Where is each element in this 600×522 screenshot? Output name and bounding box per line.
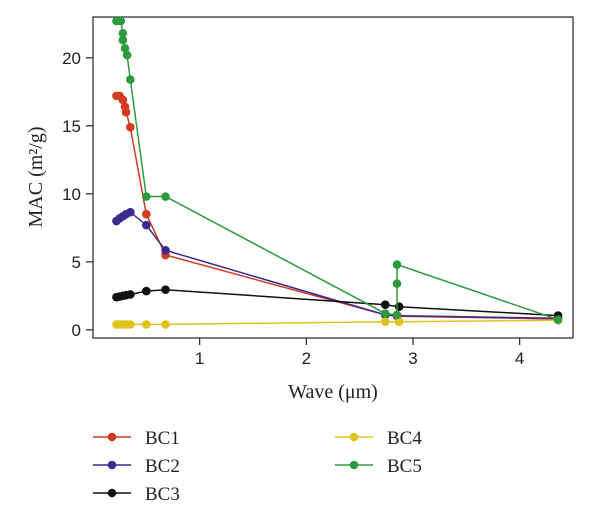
data-point-bc5 bbox=[116, 16, 126, 26]
data-point-bc4 bbox=[380, 317, 390, 326]
legend-label: BC1 bbox=[145, 428, 180, 449]
data-point-bc2 bbox=[126, 207, 135, 217]
y-tick-label: 20 bbox=[62, 49, 81, 68]
series-layer bbox=[112, 16, 563, 329]
legend-item-bc4: BC4 bbox=[335, 428, 422, 449]
legend-label: BC3 bbox=[145, 484, 180, 505]
legend: BC1 BC2 BC3 BC4 BC5 bbox=[93, 428, 422, 505]
x-tick-label: 1 bbox=[195, 349, 204, 368]
x-axis: 1 2 3 4 bbox=[195, 338, 524, 368]
legend-marker bbox=[349, 460, 359, 470]
series-line-bc5 bbox=[116, 20, 559, 321]
data-point-bc5 bbox=[380, 309, 390, 318]
x-tick-label: 2 bbox=[302, 349, 311, 368]
x-tick-label: 4 bbox=[515, 349, 524, 368]
legend-marker bbox=[107, 488, 117, 498]
data-point-bc4 bbox=[161, 320, 170, 329]
legend-marker bbox=[107, 432, 117, 442]
data-point-bc3 bbox=[380, 300, 390, 309]
data-point-bc4 bbox=[126, 320, 135, 329]
series-bc5 bbox=[112, 16, 563, 324]
y-axis: 0 5 10 15 20 bbox=[62, 49, 93, 340]
data-point-bc5 bbox=[161, 192, 170, 201]
series-bc2 bbox=[112, 207, 563, 323]
series-line-bc1 bbox=[116, 95, 559, 320]
y-axis-label: MAC (m²/g) bbox=[25, 127, 47, 228]
y-tick-label: 15 bbox=[62, 117, 81, 136]
data-point-bc5 bbox=[122, 50, 132, 60]
legend-label: BC2 bbox=[145, 456, 180, 477]
data-point-bc1 bbox=[121, 107, 131, 117]
legend-item-bc2: BC2 bbox=[93, 456, 180, 477]
data-point-bc1 bbox=[118, 95, 128, 105]
legend-marker bbox=[107, 460, 117, 470]
legend-item-bc3: BC3 bbox=[93, 484, 180, 505]
data-point-bc5 bbox=[120, 43, 130, 53]
data-point-bc3 bbox=[394, 302, 404, 312]
plot-frame bbox=[92, 16, 574, 339]
data-point-bc1 bbox=[126, 122, 135, 132]
data-point-bc3 bbox=[161, 285, 170, 295]
data-point-bc2 bbox=[142, 220, 151, 230]
legend-item-bc1: BC1 bbox=[93, 428, 180, 449]
data-point-bc3 bbox=[142, 286, 151, 296]
y-tick-label: 10 bbox=[62, 185, 81, 204]
x-tick-label: 3 bbox=[408, 349, 417, 368]
data-point-bc5 bbox=[392, 310, 402, 320]
series-line-bc3 bbox=[116, 288, 559, 317]
data-point-bc4 bbox=[394, 317, 404, 326]
x-axis-label: Wave (μm) bbox=[288, 381, 378, 403]
legend-item-bc5: BC5 bbox=[335, 456, 422, 477]
data-point-bc5 bbox=[118, 35, 128, 45]
data-point-bc5 bbox=[118, 29, 128, 38]
data-point-bc5 bbox=[126, 75, 135, 84]
legend-label: BC5 bbox=[387, 456, 422, 477]
data-point-bc5 bbox=[553, 315, 563, 324]
series-line-bc4 bbox=[116, 319, 559, 326]
y-tick-label: 0 bbox=[72, 321, 81, 340]
data-point-bc2 bbox=[161, 245, 170, 255]
data-point-bc5 bbox=[392, 260, 402, 269]
data-point-bc4 bbox=[142, 320, 151, 329]
y-tick-label: 5 bbox=[72, 253, 81, 272]
data-point-bc5 bbox=[142, 192, 151, 201]
legend-label: BC4 bbox=[387, 428, 422, 449]
series-bc3 bbox=[112, 285, 563, 320]
data-point-bc3 bbox=[126, 290, 135, 299]
data-point-bc5 bbox=[392, 279, 402, 288]
data-point-bc1 bbox=[142, 209, 151, 219]
legend-marker bbox=[349, 432, 359, 442]
